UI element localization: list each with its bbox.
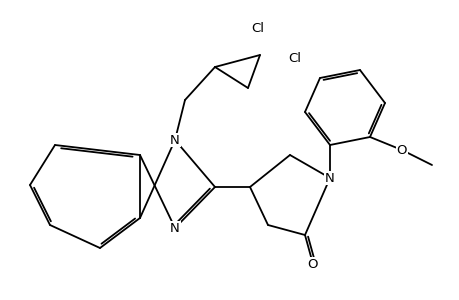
Text: Cl: Cl bbox=[288, 52, 301, 64]
Text: O: O bbox=[307, 257, 318, 271]
Text: N: N bbox=[170, 134, 179, 146]
Text: N: N bbox=[170, 221, 179, 235]
Text: O: O bbox=[396, 143, 406, 157]
Text: N: N bbox=[325, 172, 334, 184]
Text: Cl: Cl bbox=[251, 22, 264, 34]
